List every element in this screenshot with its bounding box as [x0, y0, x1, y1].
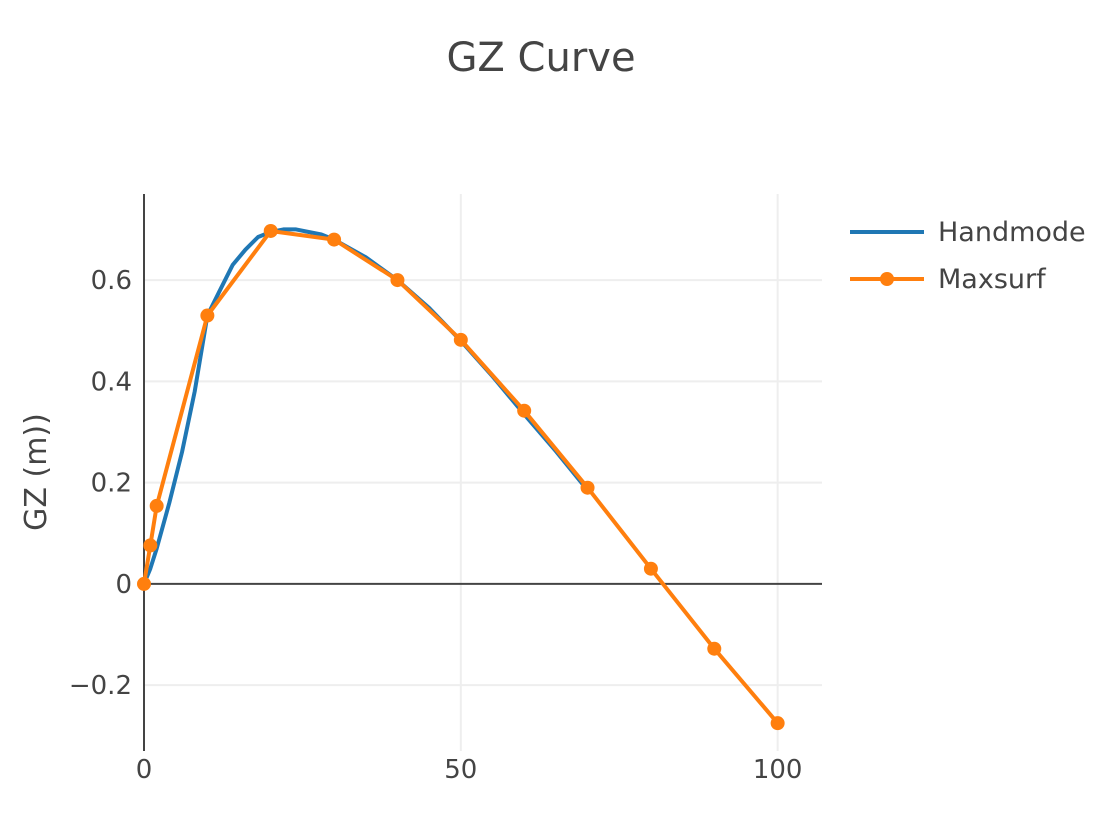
maxsurf-point	[327, 232, 342, 247]
chart-title: GZ Curve	[446, 35, 635, 81]
axis-layer	[143, 194, 822, 751]
x-tick-label: 0	[136, 755, 153, 785]
maxsurf-point	[770, 716, 785, 731]
y-tick-label: 0.2	[91, 469, 132, 499]
tick-layer: −0.2 0 0.2 0.4 0.6 0 50 100	[69, 266, 803, 785]
maxsurf-point	[137, 576, 151, 591]
y-axis-title: GZ (m))	[19, 413, 54, 531]
maxsurf-point	[263, 223, 278, 238]
legend-label-handmode: Handmode	[938, 217, 1086, 248]
maxsurf-point	[149, 498, 164, 513]
legend-item-maxsurf[interactable]: Maxsurf	[850, 264, 1047, 295]
y-tick-label: 0.4	[91, 367, 132, 397]
maxsurf-point	[517, 403, 532, 418]
x-tick-label: 100	[753, 755, 803, 785]
maxsurf-point	[453, 332, 468, 347]
y-tick-label: −0.2	[69, 671, 132, 701]
grid-layer	[144, 194, 822, 751]
y-tick-label: 0	[115, 570, 132, 600]
legend-label-maxsurf: Maxsurf	[938, 264, 1047, 295]
maxsurf-point	[707, 641, 722, 656]
maxsurf-point	[200, 308, 215, 323]
maxsurf-point	[390, 273, 405, 288]
y-tick-label: 0.6	[91, 266, 132, 296]
maxsurf-point	[143, 538, 158, 553]
series-layer	[137, 223, 785, 731]
x-tick-label: 50	[444, 755, 477, 785]
maxsurf-point	[643, 561, 658, 576]
maxsurf-point	[580, 480, 595, 495]
legend[interactable]: Handmode Maxsurf	[850, 217, 1086, 295]
legend-item-handmode[interactable]: Handmode	[850, 217, 1086, 248]
legend-marker-maxsurf	[880, 272, 894, 286]
